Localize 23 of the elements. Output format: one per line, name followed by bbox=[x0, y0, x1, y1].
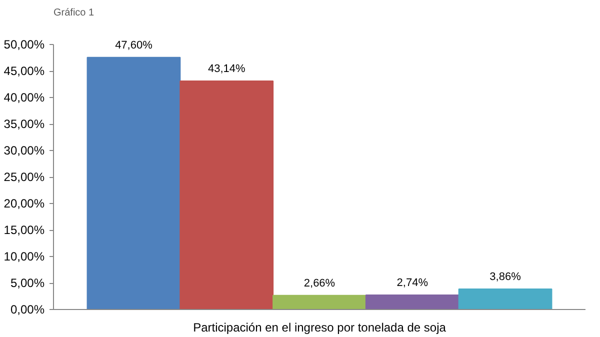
bar bbox=[365, 294, 460, 310]
y-tick-label: 35,00% bbox=[4, 117, 45, 132]
data-label: 3,86% bbox=[490, 271, 522, 284]
y-tick-label: 25,00% bbox=[4, 170, 45, 184]
bar bbox=[272, 294, 366, 310]
bar bbox=[86, 56, 181, 310]
x-tick-label: Participación en el ingreso por tonelada de soja bbox=[193, 320, 446, 334]
data-label: 2,66% bbox=[304, 277, 336, 290]
y-tick-label: 0,00% bbox=[10, 302, 45, 316]
bar bbox=[180, 80, 274, 310]
y-tick-label: 40,00% bbox=[4, 90, 45, 105]
bar bbox=[458, 288, 552, 310]
y-tick-label: 45,00% bbox=[4, 64, 45, 78]
y-tick-label: 30,00% bbox=[4, 144, 45, 158]
chart-title: Gráfico 1 bbox=[54, 8, 95, 18]
data-label: 2,74% bbox=[396, 276, 428, 289]
y-tick-label: 5,00% bbox=[10, 276, 45, 290]
data-label: 43,14% bbox=[208, 63, 246, 76]
y-tick-label: 10,00% bbox=[4, 250, 45, 264]
y-tick-label: 50,00% bbox=[4, 38, 45, 52]
data-label: 47,60% bbox=[115, 39, 153, 52]
y-tick-label: 20,00% bbox=[4, 196, 45, 211]
y-tick-label: 15,00% bbox=[4, 223, 45, 238]
